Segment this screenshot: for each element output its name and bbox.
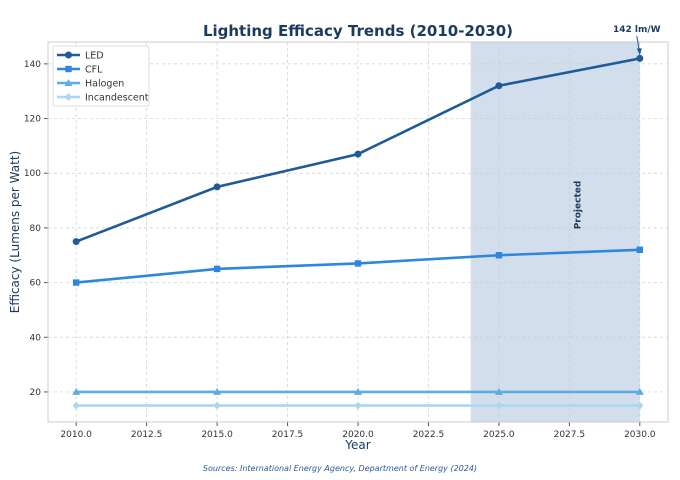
data-point	[72, 401, 80, 410]
data-point	[636, 401, 644, 410]
legend-label: LED	[85, 51, 104, 62]
plot-frame	[47, 41, 669, 423]
source-note: Sources: International Energy Agency, De…	[203, 464, 477, 473]
y-axis-label: Efficacy (Lumens per Watt)	[8, 151, 22, 313]
legend-label: Halogen	[85, 79, 124, 90]
legend-marker	[65, 93, 72, 101]
data-point	[354, 401, 362, 410]
x-tick-label: 2022.5	[413, 430, 445, 440]
legend-marker	[64, 79, 73, 86]
data-point	[495, 252, 503, 259]
legend-label: CFL	[85, 65, 103, 76]
projected-label: Projected	[573, 181, 583, 230]
data-point	[213, 387, 222, 395]
x-tick-label: 2027.5	[554, 430, 586, 440]
legend: LED CFL Halogen Incandescent	[52, 45, 150, 107]
data-point	[354, 387, 362, 395]
data-point	[213, 401, 221, 410]
data-point	[636, 54, 644, 62]
legend-item: Halogen	[57, 79, 124, 90]
data-point	[72, 387, 81, 395]
annotation-label: 142 lm/W	[613, 25, 661, 35]
legend-marker	[65, 65, 72, 73]
x-axis-label: Year	[344, 438, 370, 452]
series-halogen	[72, 387, 644, 395]
data-point	[72, 238, 80, 246]
y-tick-label: 60	[30, 279, 42, 289]
y-tick-label: 40	[30, 333, 42, 343]
y-tick-label: 120	[24, 115, 41, 125]
y-tick-label: 80	[30, 224, 42, 234]
annotation-arrowhead	[636, 48, 642, 56]
data-point	[213, 265, 221, 273]
projected-region	[470, 42, 640, 422]
data-point	[636, 246, 644, 253]
x-tick-label: 2015.0	[201, 430, 233, 440]
series-cfl	[72, 246, 644, 286]
y-tick-label: 140	[24, 60, 41, 70]
legend-item: CFL	[57, 65, 103, 76]
x-tick-label: 2017.5	[272, 430, 304, 440]
series-led	[72, 54, 644, 246]
data-point	[72, 279, 80, 286]
data-point	[213, 183, 221, 191]
chart-title: Lighting Efficacy Trends (2010-2030)	[203, 22, 513, 40]
legend-item: LED	[57, 51, 104, 62]
data-point	[354, 150, 362, 158]
y-tick-label: 20	[30, 388, 42, 398]
legend-marker	[65, 51, 72, 59]
data-point	[495, 82, 503, 90]
data-point	[494, 387, 503, 395]
data-point	[354, 260, 362, 267]
x-tick-label: 2020.0	[342, 430, 374, 440]
y-tick-label: 100	[24, 169, 41, 179]
x-tick-label: 2012.5	[131, 430, 163, 440]
x-tick-label: 2025.0	[483, 430, 515, 440]
legend-item: Incandescent	[57, 93, 149, 104]
legend-box	[52, 45, 150, 107]
series-incandescent	[72, 401, 644, 410]
legend-label: Incandescent	[85, 93, 149, 104]
x-tick-label: 2010.0	[60, 430, 92, 440]
x-tick-label: 2030.0	[624, 430, 656, 440]
data-point	[495, 401, 503, 410]
data-point	[635, 387, 644, 395]
